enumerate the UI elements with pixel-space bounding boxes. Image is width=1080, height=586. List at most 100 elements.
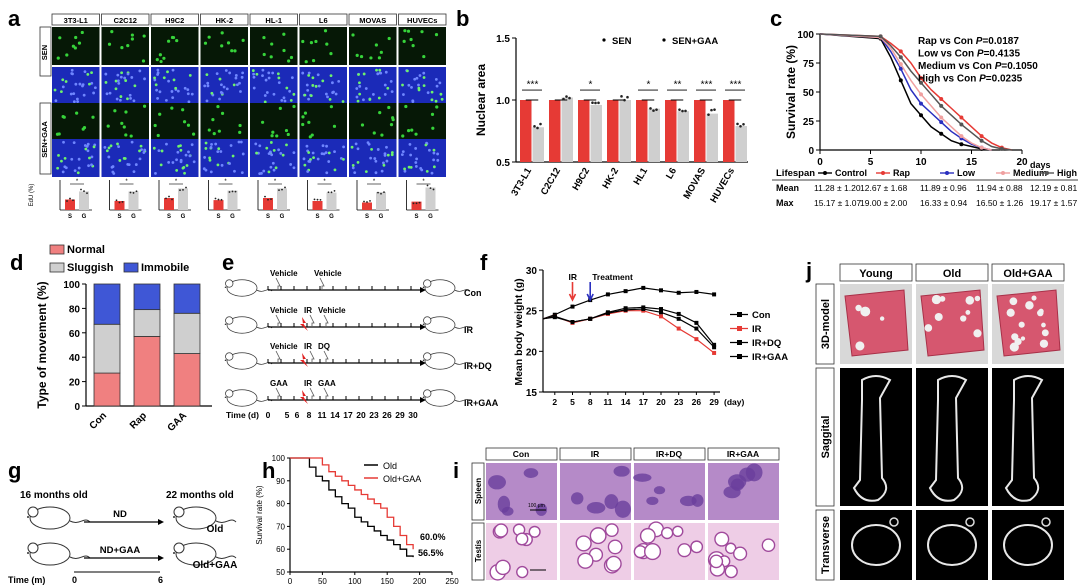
mouse-tail (215, 555, 237, 559)
cell-dot (331, 91, 335, 94)
mouse-icon (422, 316, 471, 334)
cell-dot (325, 42, 329, 46)
syringe-icon (309, 314, 315, 326)
mini-point (132, 192, 135, 194)
mouse-body (226, 316, 258, 334)
bar-gaa (532, 127, 544, 162)
cell-dot (156, 133, 160, 138)
stacked-bar-normal (93, 372, 121, 407)
regimen-label: ND (113, 509, 127, 520)
model-hole (939, 295, 946, 302)
row-label: Transverse (820, 516, 832, 574)
femur-outline (852, 375, 892, 502)
cell-dot (104, 81, 108, 84)
cell-dot (285, 86, 289, 90)
syringe-icon (275, 350, 281, 362)
legend-label: Sluggish (67, 262, 114, 274)
cell-dot (383, 152, 387, 156)
weight-point (676, 311, 681, 316)
mini-bar-sen (164, 198, 174, 210)
model-hole (855, 304, 862, 312)
sig-label: *** (701, 80, 713, 91)
cell-dot (171, 35, 176, 40)
cell-dot (374, 171, 378, 175)
cell-dot (239, 90, 242, 93)
y-tick-label: 20 (526, 347, 538, 358)
cell-dot (234, 76, 238, 80)
cell-dot (241, 152, 245, 156)
cell-dot (103, 146, 107, 149)
legend-label: Normal (67, 244, 105, 256)
cell-dot (76, 97, 79, 101)
cell-dot (75, 111, 79, 115)
mouse-icon (422, 279, 471, 297)
x-tick-label: 29 (709, 397, 719, 407)
cell-dot (401, 150, 405, 154)
cell-dot (410, 85, 413, 89)
cell-dot (138, 69, 142, 73)
cell-dot (183, 86, 187, 90)
tissue-structure (577, 552, 594, 569)
weight-point (659, 288, 663, 293)
cell-dot (389, 123, 394, 127)
cell-dot (261, 74, 264, 78)
cell-dot (402, 93, 405, 96)
weight-point (623, 306, 628, 311)
weight-line (542, 310, 715, 354)
cell-dot (306, 170, 310, 173)
cell-dot (225, 87, 229, 91)
mini-sig: * (422, 179, 425, 185)
cell-dot (355, 87, 359, 90)
x-tick-label: 0 (817, 157, 823, 168)
bar-point (620, 95, 623, 98)
syringe-icon (323, 314, 329, 326)
x-tick-label: 5 (868, 157, 874, 168)
cell-dot (285, 143, 288, 147)
cell-dot (72, 92, 76, 96)
injection-label: Vehicle (270, 342, 298, 351)
mini-bar-sen (213, 200, 224, 210)
y-axis-label: Type of movement (%) (35, 281, 49, 408)
row-label: SEN+GAA (40, 121, 49, 158)
model-hole (1025, 301, 1034, 310)
stat-label: High vs Con P=0.0235 (918, 74, 1023, 85)
column-header (915, 263, 989, 282)
cell-dot (61, 170, 65, 174)
panel-letter-a: a (8, 6, 21, 31)
mini-point (284, 186, 286, 189)
cell-dot (77, 166, 81, 170)
survival-point (979, 138, 984, 143)
cell-dot (164, 98, 168, 102)
cell-dot (410, 128, 414, 132)
cell-dot (120, 71, 124, 75)
cell-dot (71, 72, 74, 76)
mini-tick: S (216, 214, 220, 220)
cell-dot (409, 37, 413, 42)
mini-point (80, 188, 82, 191)
bone-fragment (965, 517, 975, 527)
cell-dot (407, 165, 411, 169)
mouse-tail (454, 399, 471, 402)
bar-gaa (590, 104, 602, 162)
survival-point (919, 76, 923, 81)
table-max: 19.00 ± 2.00 (860, 198, 907, 208)
weight-point (570, 320, 575, 325)
cell-dot (88, 82, 91, 86)
mini-point (363, 200, 365, 203)
cell-dot (258, 144, 262, 148)
cell-dot (307, 71, 311, 75)
mouse-icon (27, 506, 91, 530)
cell-dot (270, 153, 274, 157)
cell-dot (382, 161, 385, 165)
cell-dot (113, 109, 117, 113)
cell-dot (117, 145, 121, 149)
cell-dot (432, 148, 436, 152)
cell-dot (403, 29, 407, 33)
cell-dot (325, 144, 328, 148)
stat-label: Medium vs Con P=0.1050 (918, 61, 1038, 72)
time-tick-label: 26 (382, 410, 392, 420)
mini-point (426, 184, 429, 187)
cell-dot (156, 68, 160, 72)
cell-dot (307, 151, 311, 154)
edu-ylabel: EdU (%) (29, 184, 35, 207)
